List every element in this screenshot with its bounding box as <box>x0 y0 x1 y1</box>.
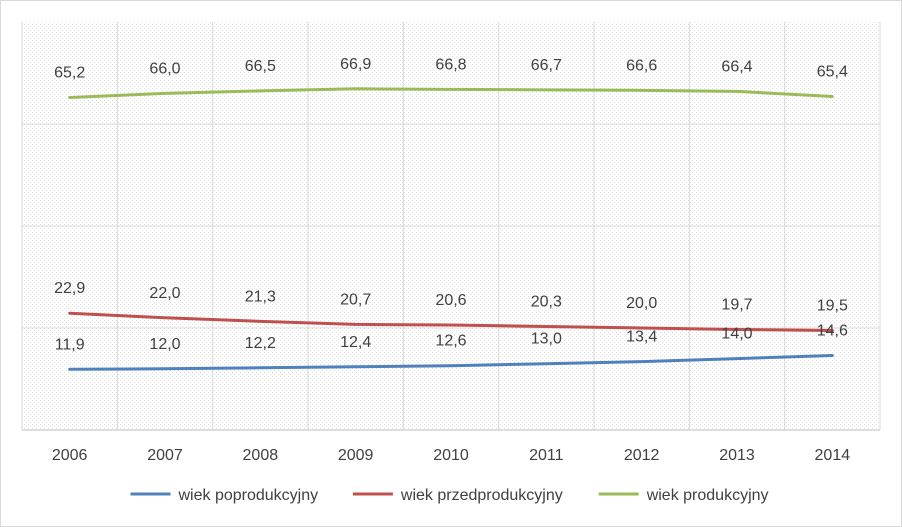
data-label: 66,6 <box>626 57 657 74</box>
x-tick-label: 2007 <box>147 447 183 464</box>
data-label: 66,9 <box>340 56 371 73</box>
data-label: 14,0 <box>721 326 752 343</box>
x-axis: 2006 2007 2008 2009 2010 2011 2012 2013 2014 <box>22 429 880 464</box>
series-line-1 <box>68 311 834 333</box>
data-label: 13,4 <box>626 329 657 346</box>
data-label: 13,0 <box>531 331 562 348</box>
data-label: 12,6 <box>435 333 466 350</box>
x-tick-label: 2006 <box>52 447 88 464</box>
data-label: 66,0 <box>149 60 180 77</box>
x-tick-label: 2009 <box>338 447 374 464</box>
x-tick-label: 2011 <box>529 447 564 464</box>
data-label: 12,0 <box>149 336 180 353</box>
x-tick-label: 2012 <box>624 447 660 464</box>
data-label: 66,8 <box>435 56 466 73</box>
data-label: 19,5 <box>817 298 848 315</box>
legend-item: wiek przedprodukcyjny <box>352 487 563 504</box>
legend-label: wiek poprodukcyjny <box>178 487 319 504</box>
data-label: 20,7 <box>340 291 371 308</box>
legend-label: wiek produkcyjny <box>646 487 769 504</box>
legend-label: wiek przedprodukcyjny <box>400 487 563 504</box>
data-label: 12,4 <box>340 334 371 351</box>
x-tick-label: 2008 <box>243 447 279 464</box>
x-tick-label: 2010 <box>433 447 469 464</box>
legend: wiek poprodukcyjny wiek przedprodukcyjny w… <box>130 487 769 504</box>
data-label: 11,9 <box>55 336 85 353</box>
data-label: 20,6 <box>435 292 466 309</box>
data-label: 21,3 <box>245 288 276 305</box>
data-label: 22,9 <box>54 280 85 297</box>
data-label: 22,0 <box>149 285 180 302</box>
data-label: 12,2 <box>245 335 276 352</box>
series-line-0 <box>68 354 834 371</box>
data-label: 20,0 <box>626 295 657 312</box>
x-tick-label: 2014 <box>815 447 851 464</box>
series-lines <box>68 87 834 371</box>
legend-item: wiek produkcyjny <box>598 487 769 504</box>
data-label: 66,5 <box>245 58 276 75</box>
legend-item: wiek poprodukcyjny <box>130 487 319 504</box>
data-label: 14,6 <box>817 323 848 340</box>
data-label: 65,2 <box>54 64 85 81</box>
series-line-2 <box>68 87 834 99</box>
data-label: 66,7 <box>531 57 562 74</box>
data-label: 20,3 <box>531 293 562 310</box>
data-label: 19,7 <box>721 297 752 314</box>
data-labels: 11,9 12,0 12,2 12,4 12,6 13,0 13,4 14,0 14,6 22,9… <box>54 56 848 354</box>
data-label: 66,4 <box>721 58 752 75</box>
data-label: 65,4 <box>817 63 848 80</box>
x-tick-label: 2013 <box>719 447 755 464</box>
